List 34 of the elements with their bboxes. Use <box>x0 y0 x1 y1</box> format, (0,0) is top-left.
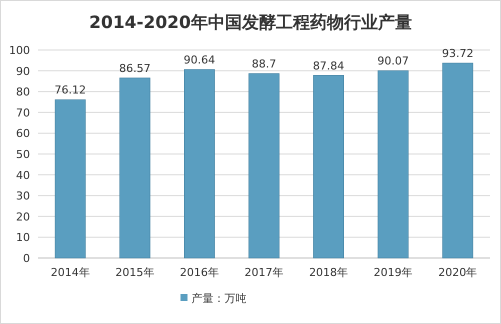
data-label: 90.64 <box>184 53 216 66</box>
y-tick-label: 40 <box>16 168 30 182</box>
bar <box>54 99 86 258</box>
y-tick-label: 60 <box>16 127 30 140</box>
chart-title: 2014-2020年中国发酵工程药物行业产量 <box>89 13 412 33</box>
y-tick-label: 30 <box>16 190 30 203</box>
y-tick-label: 70 <box>16 106 30 120</box>
bar <box>442 62 474 258</box>
y-tick-label: 80 <box>16 86 30 99</box>
legend-label: 产量：万吨 <box>192 292 246 305</box>
bar <box>313 75 344 258</box>
data-label: 90.07 <box>377 54 409 68</box>
x-tick-label: 2018年 <box>309 266 348 279</box>
bar <box>119 78 150 258</box>
data-label: 88.7 <box>252 58 276 71</box>
bar <box>378 70 409 258</box>
x-tick-label: 2015年 <box>115 266 154 279</box>
data-label: 93.72 <box>442 47 474 60</box>
x-tick-label: 2017年 <box>244 266 284 279</box>
y-tick-label: 100 <box>9 44 30 57</box>
y-tick-label: 20 <box>16 210 30 224</box>
data-label: 87.84 <box>312 59 344 72</box>
x-tick-label: 2019年 <box>374 266 413 279</box>
y-tick-label: 10 <box>16 231 30 244</box>
x-tick-label: 2016年 <box>180 266 219 279</box>
y-tick-label: 0 <box>23 252 30 265</box>
x-tick-label: 2020年 <box>438 266 478 279</box>
bar <box>184 69 215 258</box>
x-tick-label: 2014年 <box>50 266 90 279</box>
bar <box>248 73 280 258</box>
data-label: 86.57 <box>119 62 151 75</box>
data-label: 76.12 <box>54 84 86 97</box>
y-tick-label: 90 <box>16 64 30 78</box>
y-tick-label: 50 <box>16 148 30 161</box>
